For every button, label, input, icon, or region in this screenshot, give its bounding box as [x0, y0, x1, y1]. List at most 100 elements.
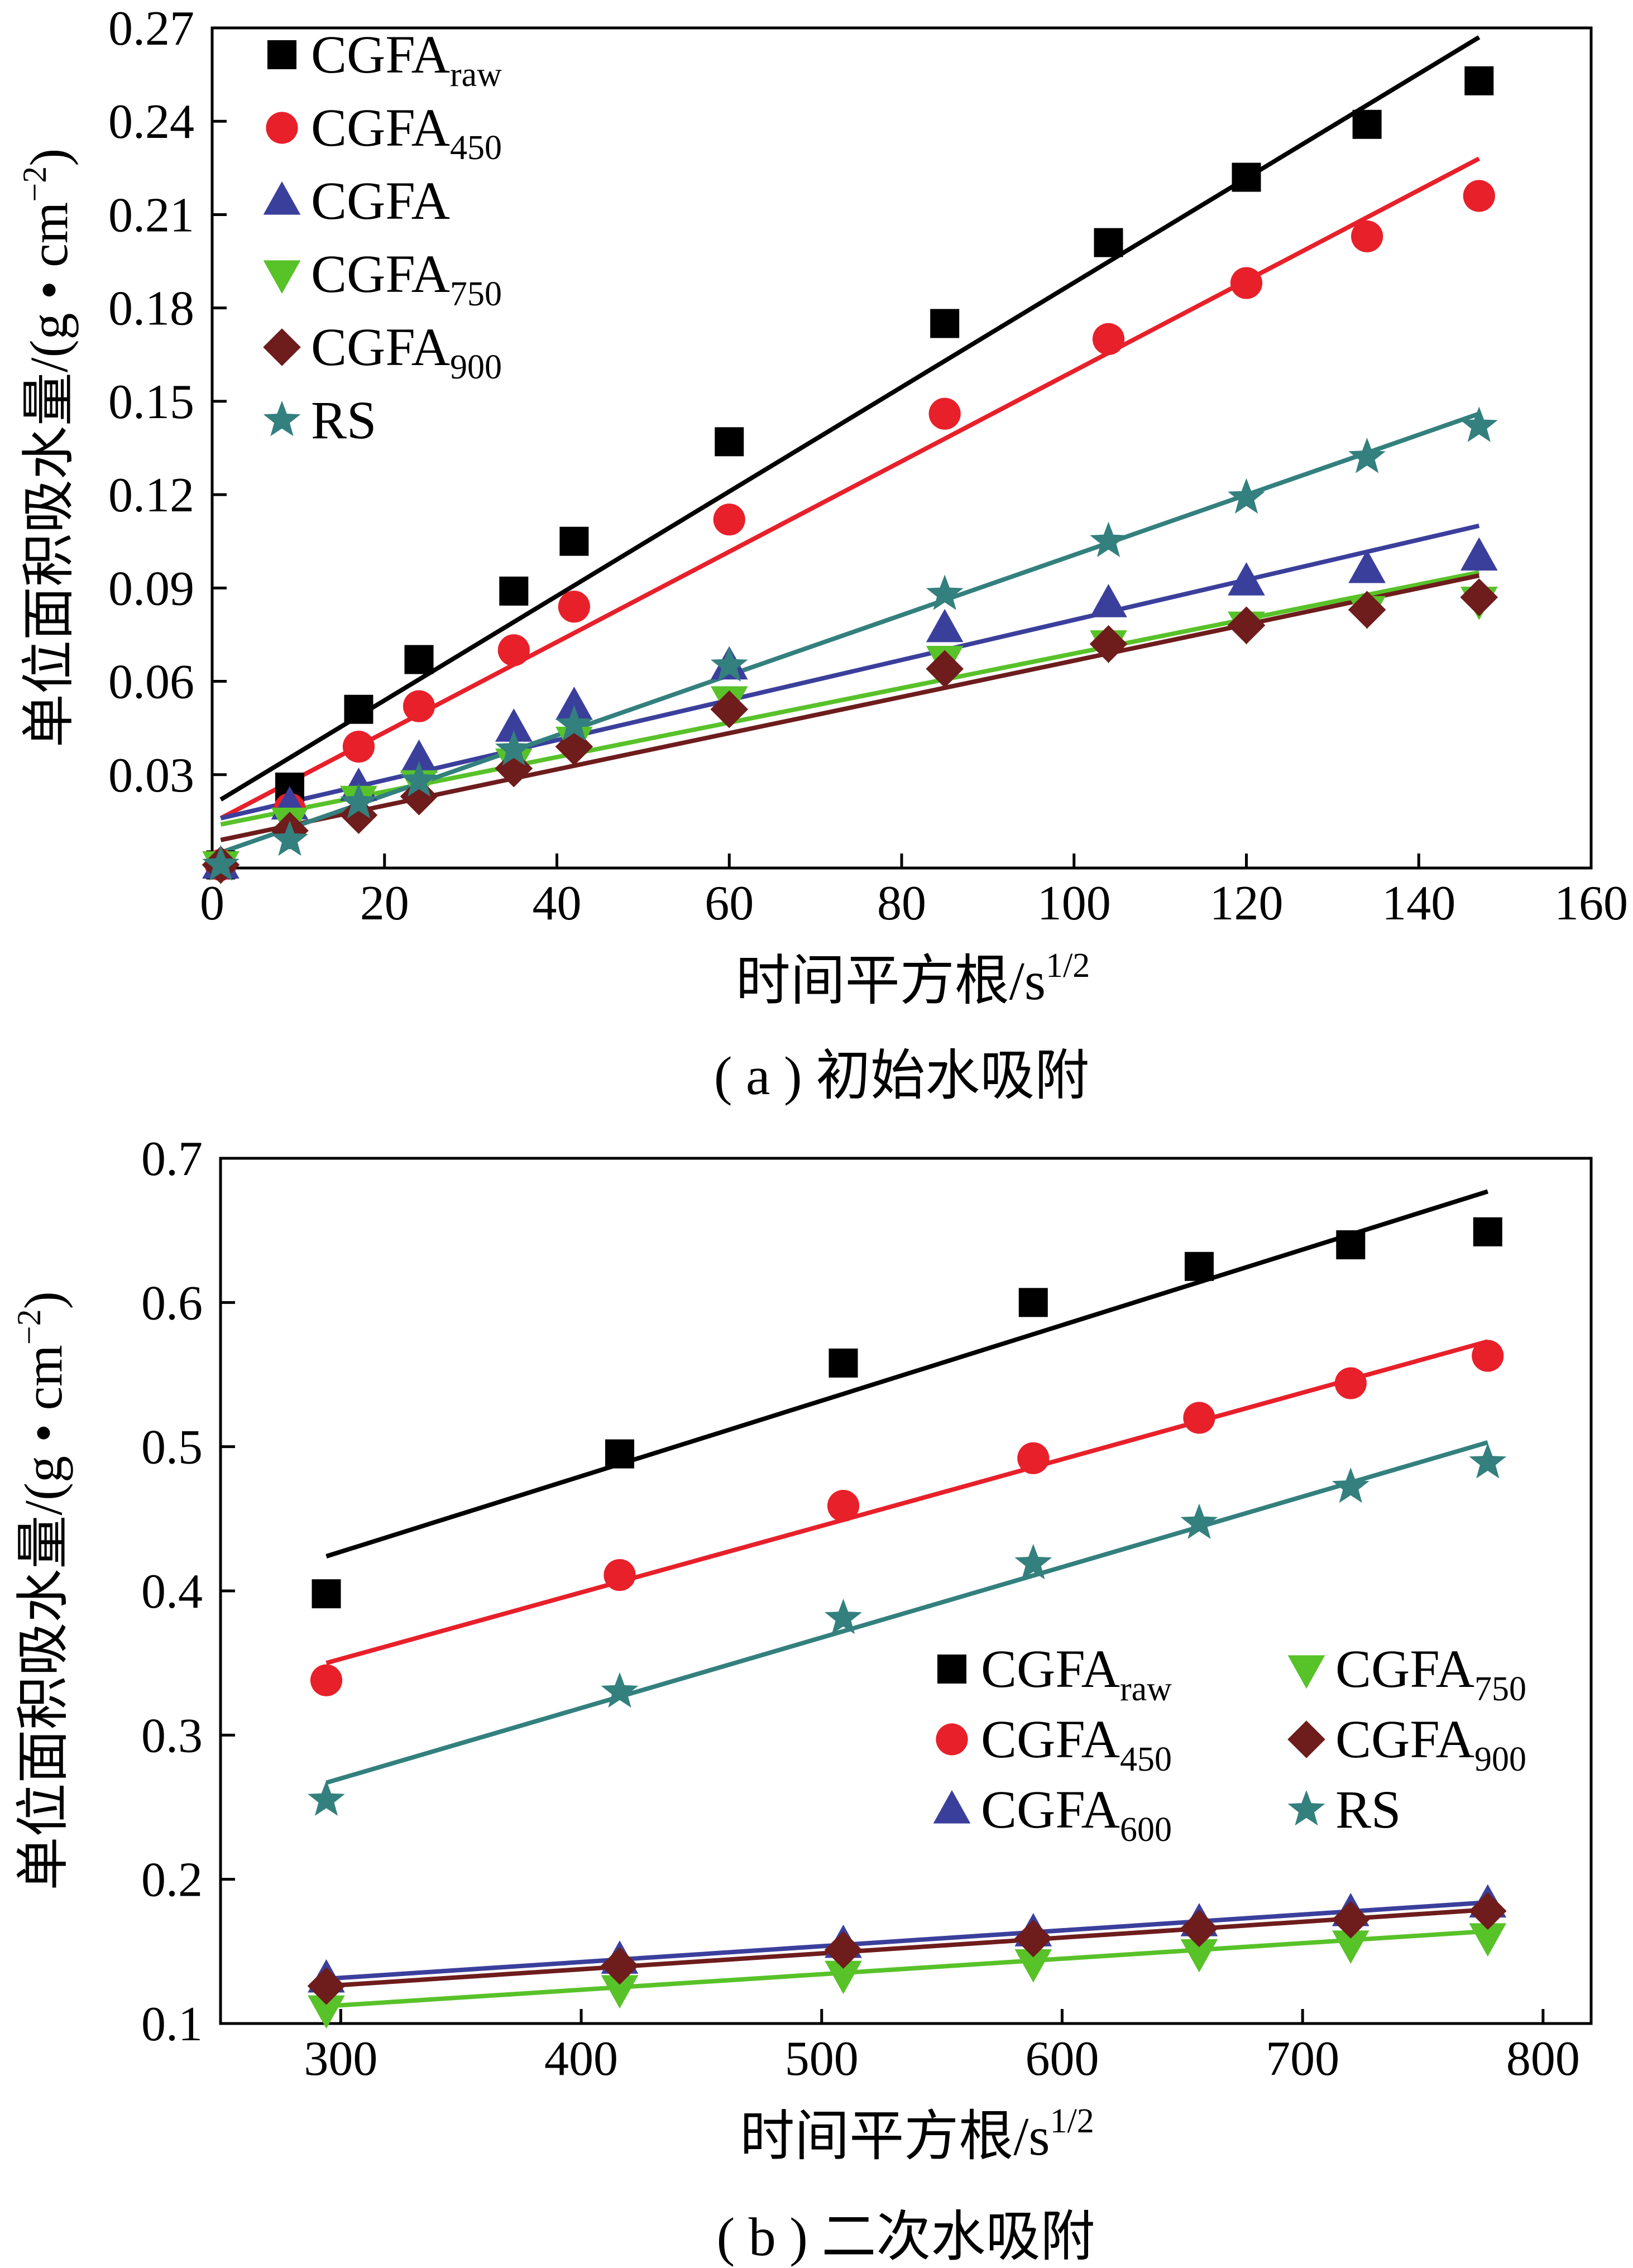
data-point-cgfa-raw	[1018, 1288, 1048, 1317]
legend-name: CGFA	[1335, 1709, 1474, 1769]
y-tick-label: 0.2	[141, 1853, 203, 1907]
data-point-cgfa-450	[1017, 1442, 1050, 1474]
data-point-cgfa-raw	[312, 1579, 341, 1609]
data-point-rs	[1180, 1503, 1218, 1539]
fit-line-cgfa-raw	[325, 1189, 1488, 1559]
x-tick-label: 40	[533, 876, 582, 931]
data-point-rs	[1014, 1543, 1052, 1580]
y-tick-label: 0.24	[108, 95, 194, 149]
data-point-cgfa	[1090, 584, 1127, 617]
x-tick-label: 700	[1266, 2032, 1339, 2086]
chart-b: 300 400 500 600 700 800 0.1 0.2 0.3 0.4 0.5 0.6 0.7 时…	[11, 1132, 1593, 2267]
plot-frame	[219, 1157, 1593, 2025]
data-point-cgfa-900	[1332, 1901, 1370, 1939]
y-axis-label: 单位面积吸水量/(g • cm−2)	[16, 148, 79, 747]
data-point-cgfa-900	[926, 650, 964, 688]
data-point-cgfa-900	[824, 1931, 863, 1969]
legend-marker-cgfa-750	[263, 260, 301, 294]
data-point-cgfa-450	[1463, 180, 1495, 212]
legend-sub: 450	[1120, 1740, 1172, 1778]
data-point-cgfa-450	[928, 397, 961, 430]
data-point-rs	[202, 845, 240, 881]
data-point-cgfa-900	[1014, 1919, 1052, 1958]
data-point-cgfa-900	[1468, 1892, 1507, 1930]
data-point-cgfa	[1348, 549, 1386, 583]
data-point-cgfa-450	[497, 634, 530, 667]
fit-line-rs	[220, 411, 1480, 855]
data-point-cgfa	[1460, 537, 1498, 571]
legend-entry-rs: RS	[311, 390, 376, 450]
x-tick-label: 300	[304, 2032, 377, 2086]
data-point-cgfa-900	[1180, 1909, 1218, 1948]
x-tick-label: 60	[705, 876, 754, 931]
x-tick-label: 400	[544, 2032, 618, 2086]
legend-name: CGFA	[311, 25, 450, 84]
x-axis-label: 时间平方根/s1/2	[740, 2102, 1094, 2167]
data-point-cgfa-900	[495, 749, 533, 788]
data-point-cgfa-750	[1014, 1949, 1052, 1983]
data-point-cgfa-750	[1469, 1923, 1507, 1957]
legend-entry-cgfa-raw: CGFAraw	[311, 25, 502, 94]
data-point-cgfa-900	[601, 1946, 639, 1985]
x-tick-label: 140	[1382, 876, 1455, 931]
data-point-cgfa	[555, 687, 593, 720]
data-point-cgfa-raw	[1184, 1252, 1214, 1281]
data-point-cgfa-raw	[930, 309, 960, 338]
y-tick-label: 0.6	[141, 1276, 203, 1330]
y-tick-label: 0.3	[141, 1709, 203, 1763]
y-tick-label: 0.18	[108, 282, 194, 336]
chart-a: 0 20 40 60 80 100 120 140 160 0.03 0.06 0.09 0.12 0.1…	[16, 2, 1628, 1106]
fit-line-cgfa-450	[325, 1339, 1488, 1666]
x-tick-label: 20	[360, 876, 409, 931]
data-point-cgfa	[400, 739, 438, 773]
y-tick-label: 0.4	[141, 1565, 203, 1619]
data-point-cgfa-raw	[1473, 1217, 1502, 1246]
legend-name: CGFA	[981, 1780, 1120, 1839]
data-point-cgfa-750	[601, 1975, 639, 2009]
data-point-cgfa-raw	[1464, 66, 1494, 95]
data-point-rs	[926, 574, 964, 610]
legend-entry-cgfa-600: CGFA600	[981, 1780, 1172, 1849]
data-point-cgfa-450	[342, 731, 375, 763]
data-point-cgfa-750	[825, 1960, 862, 1994]
legend-sub: 900	[1474, 1740, 1526, 1778]
x-tick-label: 120	[1210, 876, 1284, 931]
y-axis-label-end: )	[19, 148, 79, 166]
data-point-rs	[340, 783, 377, 819]
y-axis-label-sup: −2	[11, 1309, 47, 1345]
data-point-cgfa	[926, 608, 964, 642]
x-axis-label-text: 时间平方根/s	[740, 2107, 1050, 2167]
fit-line-rs	[325, 1440, 1488, 1785]
x-axis-label-sup: 1/2	[1046, 947, 1090, 985]
data-point-cgfa-750	[1332, 1930, 1369, 1964]
chart-caption: ( a ) 初始水吸附	[714, 1046, 1089, 1106]
data-point-cgfa-raw	[404, 645, 434, 674]
legend-name: CGFA	[311, 317, 450, 377]
legend-marker-cgfa-900	[1287, 1720, 1325, 1758]
data-point-cgfa-raw	[605, 1439, 634, 1469]
data-point-cgfa-900	[710, 690, 749, 728]
data-point-rs	[1090, 521, 1127, 558]
y-tick-label: 0.09	[108, 562, 194, 616]
x-tick-label: 600	[1025, 2032, 1099, 2086]
x-axis-label: 时间平方根/s1/2	[736, 947, 1090, 1011]
chart-caption: ( b ) 二次水吸附	[717, 2207, 1095, 2267]
data-point-cgfa-450	[1351, 220, 1383, 253]
x-tick-label: 500	[785, 2032, 859, 2086]
y-tick-label: 0.12	[108, 468, 194, 522]
data-point-cgfa-raw	[1232, 162, 1261, 192]
data-point-cgfa-900	[1460, 578, 1498, 616]
data-point-rs	[271, 820, 309, 856]
data-point-cgfa-450	[558, 591, 590, 623]
legend-marker-cgfa-600	[933, 1790, 971, 1824]
data-point-cgfa-900	[1089, 625, 1128, 663]
y-axis-label: 单位面积吸水量/(g • cm−2)	[11, 1291, 73, 1890]
x-tick-label: 800	[1506, 2032, 1580, 2086]
fit-line-cgfa-750	[326, 1929, 1488, 2008]
legend-entry-cgfa: CGFA	[311, 171, 450, 231]
y-axis-label-sup: −2	[16, 166, 53, 202]
data-point-cgfa-raw	[1352, 109, 1382, 139]
y-axis-label-text: 单位面积吸水量/(g • cm	[13, 1345, 73, 1891]
data-point-cgfa-900	[307, 1967, 346, 2005]
y-axis-label-end: )	[13, 1291, 73, 1309]
